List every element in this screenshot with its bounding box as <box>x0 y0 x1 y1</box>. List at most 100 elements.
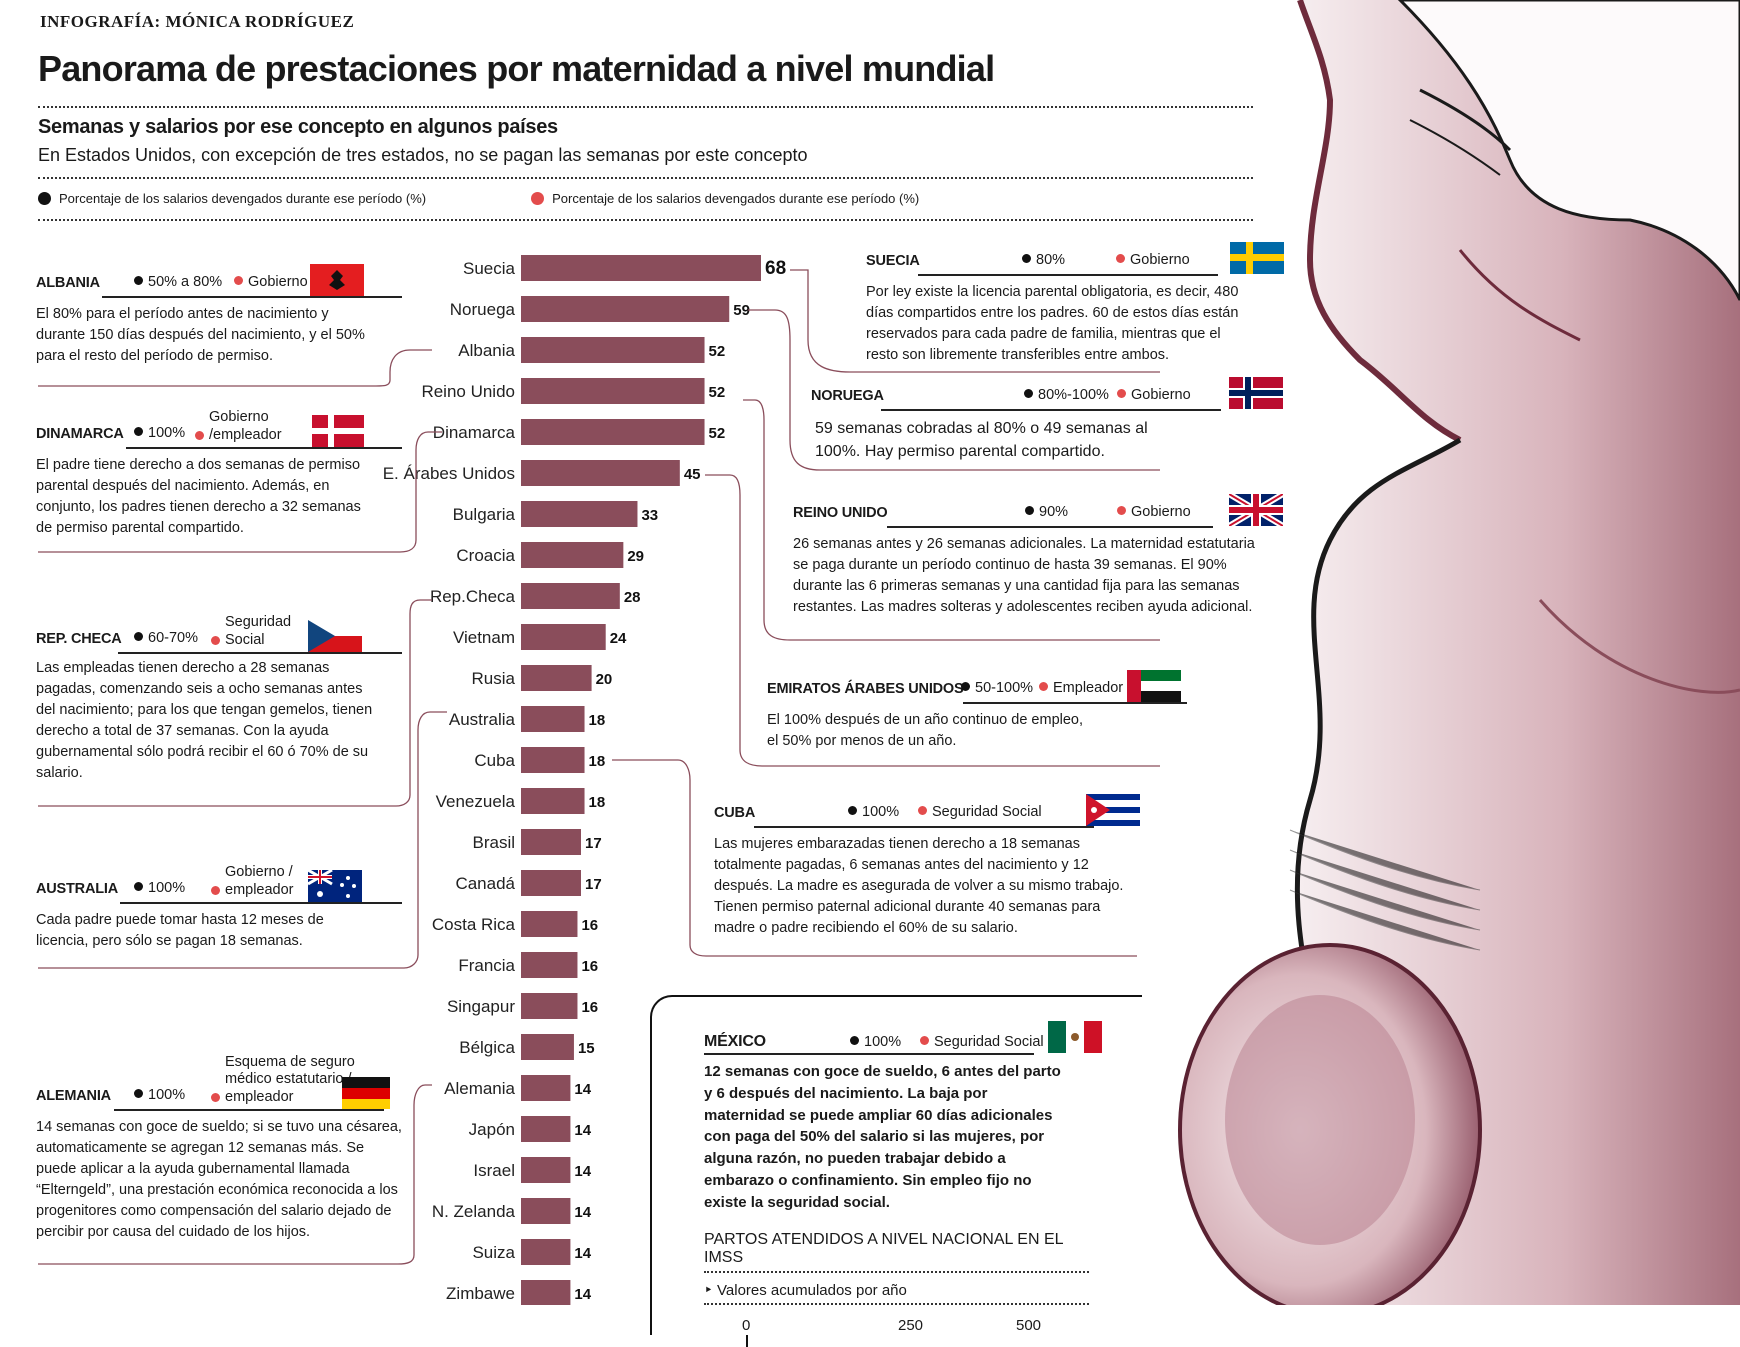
axis-tick: 500 <box>1016 1317 1042 1335</box>
country-box-cuba: CUBA 100% Seguridad Social Las mujeres e… <box>714 792 1140 939</box>
country-box-albania: ALBANIA 50% a 80% Gobierno El 80% para e… <box>36 262 402 367</box>
country-name: REINO UNIDO <box>793 504 888 521</box>
bar <box>521 460 680 486</box>
country-text: Las empleadas tienen derecho a 28 semana… <box>36 660 373 782</box>
data-label: 14 <box>574 1122 591 1139</box>
bar <box>521 1116 571 1142</box>
uae-flag-icon <box>1127 670 1181 702</box>
black-dot-icon <box>134 1088 143 1098</box>
payer-label: Gobierno <box>1131 386 1191 403</box>
black-dot-icon <box>1022 253 1031 263</box>
country-text: 59 semanas cobradas al 80% o 49 semanas … <box>815 420 1148 461</box>
connector-line <box>790 269 1160 373</box>
bar <box>521 665 592 691</box>
data-label: 29 <box>627 548 644 565</box>
bar <box>521 337 705 363</box>
black-dot-icon <box>1024 388 1033 398</box>
bar <box>521 378 705 404</box>
data-label: 16 <box>581 999 598 1016</box>
category-label: Australia <box>449 710 516 729</box>
red-dot-icon <box>531 192 545 205</box>
data-label: 16 <box>581 917 598 934</box>
black-dot-icon <box>134 426 143 436</box>
bar <box>521 1075 571 1101</box>
country-name: EMIRATOS ÁRABES UNIDOS <box>767 680 964 697</box>
bar <box>521 706 585 732</box>
data-label: 14 <box>574 1081 591 1098</box>
connector-line <box>38 599 432 807</box>
country-box-noruega: NORUEGA 80%-100% Gobierno 59 semanas cob… <box>811 375 1283 463</box>
bar <box>521 419 705 445</box>
bar <box>521 624 606 650</box>
data-label: 14 <box>574 1286 591 1303</box>
underline <box>118 652 402 654</box>
payer-label: Seguridad Social <box>225 614 292 648</box>
country-name: ALEMANIA <box>36 1087 111 1104</box>
category-label: Rusia <box>472 669 516 688</box>
country-name: AUSTRALIA <box>36 880 118 897</box>
pct-label: 100% <box>148 424 186 441</box>
bar-chart: Suecia 68 Noruega 59 Albania 52 Reino Unido 52 D… <box>38 255 1160 1305</box>
payer-label: Gobierno <box>1130 251 1190 268</box>
bar <box>521 952 578 978</box>
germany-flag-icon <box>342 1077 390 1109</box>
category-label: Bélgica <box>459 1038 515 1057</box>
underline <box>881 409 1221 411</box>
red-dot-icon <box>211 1093 220 1102</box>
category-label: Brasil <box>472 833 515 852</box>
black-dot-icon <box>134 631 143 641</box>
category-label: Francia <box>458 956 515 975</box>
divider <box>38 177 1253 179</box>
pct-label: 100% <box>864 1034 902 1050</box>
payer-label: Esquema de seguro médico estatutario / e… <box>225 1053 355 1105</box>
category-label: Alemania <box>444 1079 515 1098</box>
bar <box>521 788 585 814</box>
legend-red-label: Porcentaje de los salarios devengados du… <box>552 191 920 206</box>
category-label: Suiza <box>472 1243 515 1262</box>
payer-label: Empleador <box>1053 679 1124 696</box>
country-box-suecia: SUECIA 80% Gobierno Por ley existe la li… <box>866 240 1284 366</box>
red-dot-icon <box>211 886 220 895</box>
bar <box>521 1198 571 1224</box>
bar <box>521 829 581 855</box>
black-dot-icon <box>850 1036 859 1045</box>
payer-label: Seguridad Social <box>932 803 1042 820</box>
black-dot-icon <box>1025 505 1034 515</box>
payer-label: Gobierno <box>1131 503 1191 520</box>
red-dot-icon <box>918 805 927 815</box>
country-box-emiratos: EMIRATOS ÁRABES UNIDOS 50-100% Empleador… <box>767 668 1187 752</box>
bar <box>521 296 730 322</box>
connector-line <box>705 474 1160 767</box>
category-label: Croacia <box>456 546 515 565</box>
czech-flag-icon <box>308 620 362 652</box>
pct-label: 80% <box>1036 251 1066 268</box>
connector-line <box>743 399 1160 641</box>
data-label: 28 <box>624 589 641 606</box>
connector-line <box>612 759 1137 957</box>
data-label: 15 <box>578 1040 595 1057</box>
payer-label: Gobierno / empleador <box>225 864 294 898</box>
data-label: 20 <box>596 671 613 688</box>
category-label: Bulgaria <box>453 505 516 524</box>
imss-title: PARTOS ATENDIDOS A NIVEL NACIONAL EN EL … <box>704 1231 1089 1274</box>
uk-flag-icon <box>1229 494 1283 526</box>
data-label: 14 <box>574 1245 591 1262</box>
underline <box>918 274 1218 276</box>
black-dot-icon <box>848 805 857 815</box>
category-label: Venezuela <box>436 792 516 811</box>
imss-sub-label: Valores acumulados por año <box>717 1282 907 1300</box>
red-dot-icon <box>1117 505 1126 515</box>
imss-axis: 0 250 500 <box>704 1305 1089 1347</box>
norway-flag-icon <box>1229 377 1283 409</box>
connector-line <box>748 309 1160 471</box>
underline <box>887 526 1213 528</box>
category-label: Japón <box>469 1120 515 1139</box>
pct-label: 100% <box>148 879 186 896</box>
pct-label: 80%-100% <box>1038 386 1109 403</box>
underline <box>102 296 402 298</box>
subtitle: Semanas y salarios por ese concepto en a… <box>38 116 558 138</box>
pct-label: 50-100% <box>975 679 1034 696</box>
country-name: SUECIA <box>866 252 920 269</box>
underline <box>754 826 1094 828</box>
underline <box>704 1053 1034 1055</box>
